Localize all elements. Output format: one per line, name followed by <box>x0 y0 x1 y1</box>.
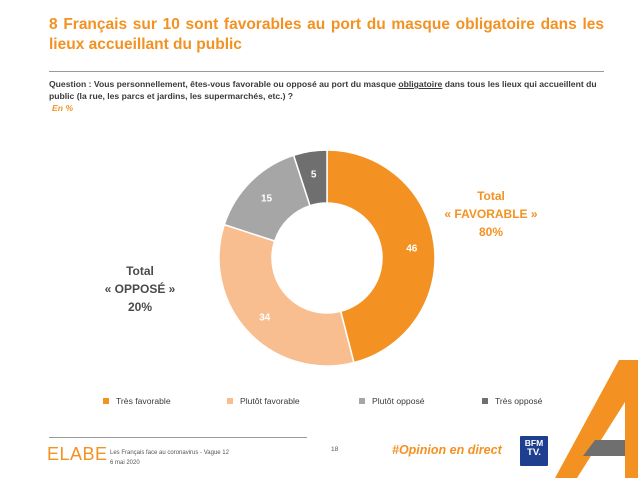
donut-slice-label-2: 15 <box>261 194 273 205</box>
legend-item-tres-oppose: Très opposé <box>482 396 542 406</box>
footer-divider <box>49 437 307 438</box>
legend-label: Plutôt favorable <box>240 396 300 406</box>
total-oppose-value: 20% <box>127 300 153 314</box>
donut-slice-3 <box>292 149 328 207</box>
question-suffix: dans tous les lieux qui accueillent du p… <box>49 79 597 101</box>
total-favorable: Total « FAVORABLE » 80% <box>428 187 554 241</box>
donut-slice-1 <box>218 223 355 367</box>
question-prefix: Question : Vous personnellement, êtes-vo… <box>49 79 399 89</box>
elabe-logo: ELABE <box>47 444 108 464</box>
deco-a-bar <box>583 440 625 456</box>
chart-legend: Très favorable Plutôt favorable Plutôt o… <box>0 396 638 410</box>
legend-swatch <box>359 398 365 404</box>
question-underlined: obligatoire <box>398 79 443 89</box>
decorative-a-shape-icon <box>555 360 638 478</box>
legend-label: Très opposé <box>495 396 543 406</box>
hashtag-label: #Opinion en direct <box>392 443 502 457</box>
page-number: 18 <box>331 446 339 453</box>
donut-slice-0 <box>326 149 436 364</box>
unit-label: En % <box>52 103 74 113</box>
page-title: 8 Français sur 10 sont favorables au por… <box>49 16 604 53</box>
total-favorable-label-2: « FAVORABLE » <box>444 207 538 221</box>
footer-study: Les Français face au coronavirus - Vague… <box>110 450 229 456</box>
legend-item-plutot-oppose: Plutôt opposé <box>359 396 425 406</box>
donut-slice-label-0: 46 <box>406 243 418 254</box>
total-oppose-label: Total <box>126 264 154 278</box>
donut-chart: 46 34 15 5 <box>218 149 436 367</box>
deco-a-orange <box>555 360 638 478</box>
legend-item-tres-favorable: Très favorable <box>103 396 171 406</box>
total-favorable-value: 80% <box>478 225 504 239</box>
donut-slice-label-1: 34 <box>259 313 271 324</box>
total-favorable-label: Total <box>477 189 505 203</box>
question-text: Question : Vous personnellement, êtes-vo… <box>49 78 599 102</box>
legend-label: Plutôt opposé <box>372 396 425 406</box>
bfm-tv-logo: BFM TV. <box>520 436 548 466</box>
legend-label: Très favorable <box>116 396 171 406</box>
legend-swatch <box>227 398 233 404</box>
total-oppose: Total « OPPOSÉ » 20% <box>82 262 198 316</box>
title-divider <box>49 71 604 72</box>
footer-date: 6 mai 2020 <box>110 460 140 466</box>
footer-source: Les Français face au coronavirus - Vague… <box>110 448 229 468</box>
legend-item-plutot-favorable: Plutôt favorable <box>227 396 300 406</box>
bfm-logo-tv: TV. <box>527 447 541 458</box>
legend-swatch <box>103 398 109 404</box>
legend-swatch <box>482 398 488 404</box>
donut-slice-label-3: 5 <box>311 170 317 181</box>
total-oppose-label-2: « OPPOSÉ » <box>104 282 176 296</box>
bfm-logo-text: BFM <box>524 438 544 448</box>
